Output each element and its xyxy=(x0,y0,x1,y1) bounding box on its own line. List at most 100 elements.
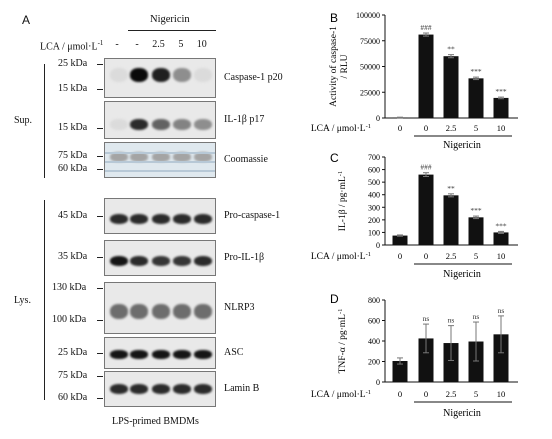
significance-label: ### xyxy=(420,23,432,32)
y-tick-label: 200 xyxy=(368,358,380,367)
y-axis-label: Activity of caspase-1 xyxy=(328,26,339,107)
x-axis-label: LCA / μmol·L-1 xyxy=(311,389,371,401)
blot-band xyxy=(110,214,128,224)
bar xyxy=(392,360,408,382)
y-tick-label: 0 xyxy=(376,241,380,250)
lca-label: LCA / μmol·L-1 xyxy=(40,40,103,52)
blot-band xyxy=(110,119,128,130)
x-tick-label: 5 xyxy=(474,123,478,133)
blot-band xyxy=(110,384,128,394)
y-axis-label-sup: -1 xyxy=(337,171,344,176)
blot-band xyxy=(110,256,128,266)
kda-marker: 15 kDa xyxy=(58,122,88,133)
blot-band xyxy=(130,68,148,82)
kda-tick xyxy=(97,320,103,321)
significance-label: ns xyxy=(423,314,430,323)
blot-band xyxy=(173,384,191,394)
x-axis-label: LCA / μmol·L-1 xyxy=(311,251,371,263)
bar xyxy=(418,338,434,382)
y-tick-label: 800 xyxy=(368,296,380,305)
coomassie-band xyxy=(105,170,215,172)
lca-label-sup: -1 xyxy=(97,39,104,47)
kda-tick xyxy=(97,156,103,157)
blot-label: IL-1β p17 xyxy=(224,114,265,125)
significance-label: ** xyxy=(447,184,455,193)
y-tick-label: 500 xyxy=(368,178,380,187)
y-tick-label: 400 xyxy=(368,337,380,346)
y-tick-label: 100 xyxy=(368,228,380,237)
blot-band xyxy=(130,350,148,359)
blot-band xyxy=(110,68,128,82)
kda-marker: 35 kDa xyxy=(58,251,88,262)
y-tick-label: 300 xyxy=(368,203,380,212)
y-tick-label: 600 xyxy=(368,317,380,326)
chart-letter: B xyxy=(330,11,338,25)
lca-label-text: LCA / μmol·L xyxy=(40,41,98,53)
blot-panel xyxy=(104,101,216,139)
x-tick-label: 0 xyxy=(424,251,428,261)
blot-band xyxy=(152,68,170,82)
significance-label: *** xyxy=(495,221,507,230)
kda-marker: 75 kDa xyxy=(58,370,88,381)
kda-marker: 60 kDa xyxy=(58,392,88,403)
bar xyxy=(493,97,509,118)
blot-band xyxy=(194,256,212,266)
blot-band xyxy=(130,256,148,266)
y-tick-label: 700 xyxy=(368,153,380,162)
kda-marker: 60 kDa xyxy=(58,163,88,174)
bar xyxy=(493,334,509,382)
blot-band xyxy=(130,304,148,319)
x-tick-label: 0 xyxy=(398,123,402,133)
lane-label: 2.5 xyxy=(152,39,165,50)
significance-label: ns xyxy=(473,312,480,321)
blot-band xyxy=(194,384,212,394)
sup-group-label: Sup. xyxy=(14,115,33,126)
kda-tick xyxy=(97,64,103,65)
x-tick-label: 10 xyxy=(497,389,506,399)
x-tick-label: 0 xyxy=(424,389,428,399)
kda-marker: 25 kDa xyxy=(58,58,88,69)
bar xyxy=(493,232,509,245)
y-axis-label-line2: / RLU xyxy=(340,54,350,78)
y-tick-label: 100000 xyxy=(356,11,380,20)
kda-tick xyxy=(97,398,103,399)
lys-group-label: Lys. xyxy=(14,295,31,306)
panel-a-footer: LPS-primed BMDMs xyxy=(112,416,199,427)
y-tick-label: 0 xyxy=(376,378,380,387)
blot-band xyxy=(194,119,212,130)
x-tick-label: 2.5 xyxy=(446,389,457,399)
blot-band xyxy=(173,256,191,266)
blot-band xyxy=(194,152,212,162)
y-tick-label: 75000 xyxy=(360,37,380,46)
blot-band xyxy=(110,152,128,162)
x-tick-label: 2.5 xyxy=(446,123,457,133)
bar xyxy=(443,195,459,245)
lane-label: - xyxy=(115,39,119,50)
blot-label: NLRP3 xyxy=(224,302,255,313)
blot-label: Pro-IL-1β xyxy=(224,252,265,263)
blot-panel xyxy=(104,240,216,276)
blot-label: Lamin B xyxy=(224,383,260,394)
x-tick-label: 10 xyxy=(497,251,506,261)
blot-label: Caspase-1 p20 xyxy=(224,72,283,83)
significance-label: ns xyxy=(448,316,455,325)
kda-marker: 45 kDa xyxy=(58,210,88,221)
blot-band xyxy=(173,119,191,130)
blot-band xyxy=(130,119,148,130)
blot-band xyxy=(173,214,191,224)
chart-letter: C xyxy=(330,151,339,165)
blot-band xyxy=(173,304,191,319)
lys-bracket xyxy=(44,200,45,400)
lane-label: - xyxy=(135,39,139,50)
kda-tick xyxy=(97,353,103,354)
significance-label: *** xyxy=(470,206,482,215)
blot-label: Coomassie xyxy=(224,154,268,165)
group-label: Nigericin xyxy=(443,269,481,280)
kda-tick xyxy=(97,288,103,289)
blot-band xyxy=(110,350,128,359)
bar xyxy=(468,341,484,382)
significance-label: *** xyxy=(495,87,507,96)
nigericin-header: Nigericin xyxy=(150,14,190,25)
lane-label: 5 xyxy=(178,39,184,50)
